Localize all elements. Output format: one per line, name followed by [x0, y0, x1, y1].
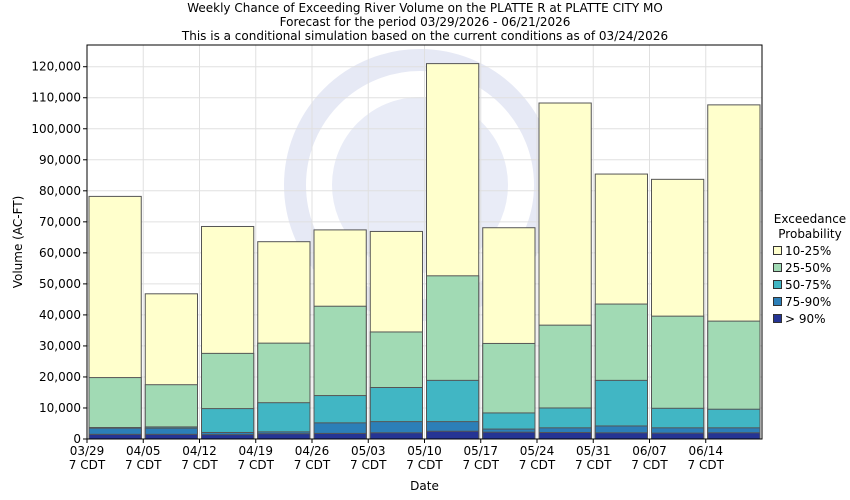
x-tick-tz: 7 CDT — [238, 458, 275, 472]
x-tick-tz: 7 CDT — [575, 458, 612, 472]
y-tick-label: 40,000 — [39, 308, 81, 322]
chart-title-line-3: This is a conditional simulation based o… — [181, 29, 669, 43]
x-tick-tz: 7 CDT — [406, 458, 443, 472]
y-tick-label: 0 — [73, 432, 81, 446]
legend-label: 25-50% — [785, 260, 832, 275]
legend-title-line-1: Exceedance — [773, 212, 847, 226]
x-tick-date: 05/03 — [351, 444, 386, 458]
y-tick-label: 50,000 — [39, 277, 81, 291]
y-tick-label: 30,000 — [39, 339, 81, 353]
chart-title-line-1: Weekly Chance of Exceeding River Volume … — [187, 1, 663, 15]
chart-title-line-2: Forecast for the period 03/29/2026 - 06/… — [279, 15, 571, 29]
y-tick-label: 10,000 — [39, 401, 81, 415]
x-tick-tz: 7 CDT — [125, 458, 162, 472]
legend-swatch — [773, 263, 782, 272]
y-tick-label: 110,000 — [31, 91, 81, 105]
x-tick-date: 04/26 — [295, 444, 330, 458]
x-tick-date: 04/12 — [182, 444, 217, 458]
plot-frame — [86, 44, 763, 440]
x-tick-tz: 7 CDT — [350, 458, 387, 472]
legend-label: 75-90% — [785, 294, 832, 309]
legend-swatch — [773, 280, 782, 289]
legend-item: > 90% — [770, 310, 850, 327]
bar-segment-gt90 — [594, 432, 648, 440]
y-tick-label: 80,000 — [39, 184, 81, 198]
x-tick-tz: 7 CDT — [631, 458, 668, 472]
legend-item: 25-50% — [770, 259, 850, 276]
x-tick-date: 06/14 — [688, 444, 723, 458]
x-tick-date: 05/10 — [407, 444, 442, 458]
y-tick-label: 70,000 — [39, 215, 81, 229]
bar-segment-gt90 — [88, 433, 142, 440]
x-tick-date: 05/31 — [576, 444, 611, 458]
bar-segment-gt90 — [538, 431, 592, 440]
bar-segment-gt90 — [426, 430, 480, 440]
x-tick-tz: 7 CDT — [181, 458, 218, 472]
legend-label: > 90% — [785, 311, 826, 326]
x-tick-tz: 7 CDT — [69, 458, 106, 472]
x-tick-tz: 7 CDT — [519, 458, 556, 472]
bar-segment-gt90 — [313, 432, 367, 440]
legend-label: 10-25% — [785, 243, 832, 258]
x-tick-date: 05/24 — [520, 444, 555, 458]
x-tick-date: 03/29 — [70, 444, 105, 458]
x-tick-date: 06/07 — [632, 444, 667, 458]
bar-segment-gt90 — [369, 432, 423, 440]
x-tick-date: 04/19 — [238, 444, 273, 458]
legend-swatch — [773, 246, 782, 255]
legend-item: 50-75% — [770, 276, 850, 293]
legend-swatch — [773, 314, 782, 323]
bar-segment-gt90 — [144, 433, 198, 440]
y-tick-label: 100,000 — [31, 122, 81, 136]
x-tick-tz: 7 CDT — [294, 458, 331, 472]
y-tick-label: 60,000 — [39, 246, 81, 260]
bar-segment-gt90 — [257, 433, 311, 440]
x-axis-label: Date — [410, 479, 439, 493]
legend-swatch — [773, 297, 782, 306]
legend-item: 75-90% — [770, 293, 850, 310]
legend-items: 10-25% 25-50% 50-75% 75-90% > 90% — [770, 242, 850, 327]
bar-segment-gt90 — [482, 431, 536, 440]
legend-label: 50-75% — [785, 277, 832, 292]
x-tick-date: 04/05 — [126, 444, 161, 458]
bar-segment-gt90 — [201, 434, 255, 440]
bar-segment-gt90 — [651, 432, 705, 440]
x-tick-tz: 7 CDT — [463, 458, 500, 472]
y-tick-label: 20,000 — [39, 370, 81, 384]
x-tick-date: 05/17 — [463, 444, 498, 458]
x-tick-tz: 7 CDT — [688, 458, 725, 472]
y-axis-label: Volume (AC-FT) — [11, 196, 25, 289]
legend: Exceedance Probability 10-25% 25-50% 50-75… — [770, 212, 850, 327]
y-tick-label: 90,000 — [39, 153, 81, 167]
bar-segment-gt90 — [707, 432, 761, 440]
legend-title-line-2: Probability — [778, 227, 842, 241]
legend-item: 10-25% — [770, 242, 850, 259]
y-tick-label: 120,000 — [31, 60, 81, 74]
